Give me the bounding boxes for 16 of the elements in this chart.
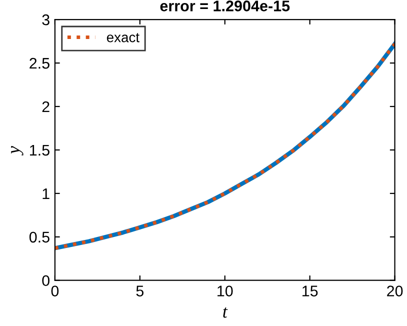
y-axis-title: y	[11, 146, 24, 156]
y-tick-label: 1	[42, 188, 50, 199]
y-tick-label: 1.5	[30, 144, 50, 156]
x-tick-label: 10	[218, 286, 233, 296]
y-tick-label: 0.5	[29, 232, 50, 243]
y-tick-label: 2.5	[30, 58, 50, 69]
chart-title: error = 1.2904e-15	[160, 0, 290, 12]
x-tick-label: 20	[387, 286, 403, 296]
y-tick-label: 2	[42, 101, 50, 112]
x-axis-title: t	[223, 307, 228, 318]
x-tick-label: 5	[136, 286, 144, 296]
y-tick-label: 0	[42, 275, 50, 286]
legend-label: exact	[106, 33, 140, 42]
x-tick-label: 0	[51, 286, 59, 296]
y-tick-label: 3	[42, 14, 50, 26]
x-tick-label: 15	[302, 286, 318, 296]
